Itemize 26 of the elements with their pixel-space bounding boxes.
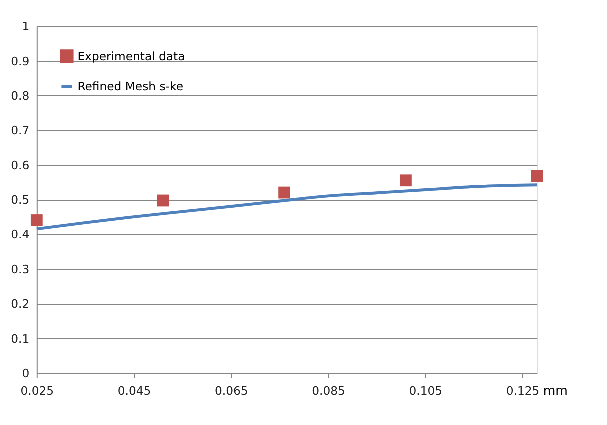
y-tick-label: 0.5 [11, 193, 30, 208]
x-axis-title: mm [543, 382, 568, 398]
point [400, 174, 412, 187]
y-tick-label: 0.3 [11, 262, 30, 276]
y-tick-label: 0 [22, 366, 30, 380]
y-tick-label: 0.7 [11, 124, 30, 138]
point [278, 186, 291, 199]
line-series [35, 184, 539, 231]
y-tick-label: 0.9 [11, 54, 30, 68]
y-tick-label: 0.4 [11, 228, 30, 242]
point [531, 170, 544, 182]
point [157, 194, 170, 207]
y-tick-label: 0.2 [11, 297, 30, 312]
x-tick-label: 0.065 [214, 384, 248, 398]
x-tick-label: 0.045 [118, 384, 152, 398]
legend-label: Refined Mesh s-ke [78, 79, 184, 94]
y-tick-label: 0.8 [11, 89, 30, 104]
y-tick-label: 1 [22, 20, 30, 34]
x-tick-label: 0.105 [409, 384, 443, 398]
x-tick-label: 0.125 [506, 384, 540, 398]
point [30, 214, 43, 226]
y-tick-label: 0.1 [11, 332, 30, 346]
x-tick-label: 0.085 [312, 384, 346, 398]
x-tick-label: 0.025 [20, 384, 54, 398]
y-tick-label: 0.6 [11, 158, 30, 172]
legend-label: Experimental data [78, 49, 186, 64]
